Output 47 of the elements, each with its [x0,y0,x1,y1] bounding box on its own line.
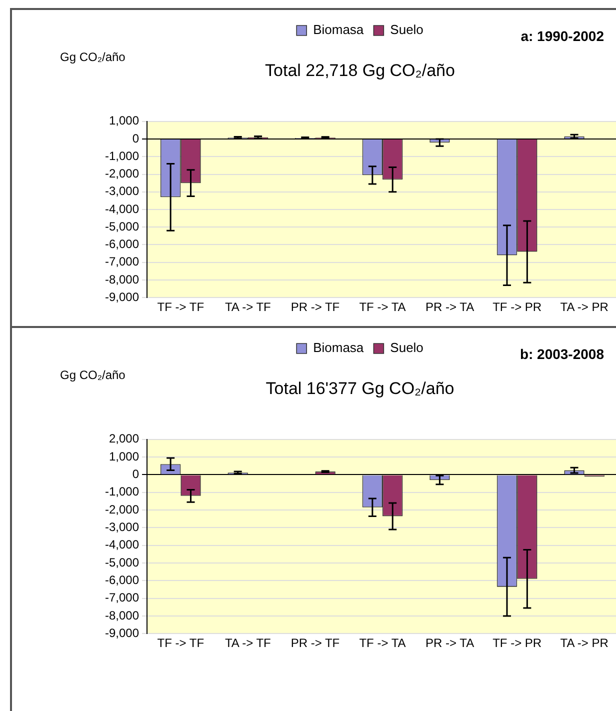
y-axis-title: Gg CO₂/año [60,368,126,382]
y-tick-label: -8,000 [104,608,140,622]
chart-title: Total 22,718 Gg CO₂/año [265,60,455,80]
y-tick-label: -9,000 [104,290,140,304]
y-tick-label: -5,000 [104,555,140,570]
x-tick-label: PR -> TA [426,300,474,314]
y-tick-label: 2,000 [108,432,140,446]
y-tick-label: 1,000 [108,449,140,464]
x-tick-label: TA -> TF [224,636,271,650]
legend-label: Biomasa [313,340,364,356]
x-tick-label: TA -> TF [224,300,271,314]
y-tick-label: -3,000 [104,184,140,198]
x-tick-label: TA -> PR [560,636,609,650]
y-tick-label: -1,000 [104,484,140,499]
y-tick-label: 0 [132,467,140,482]
y-tick-label: -6,000 [104,237,140,252]
x-tick-label: PR -> TA [426,636,474,650]
chart-title: Total 16'377 Gg CO₂/año [266,378,454,398]
x-tick-label: TF -> TA [359,636,406,650]
y-tick-label: -7,000 [104,590,140,605]
y-tick-label: -2,000 [104,502,140,516]
y-tick-label: 0 [132,131,140,146]
chart-subtitle: b: 2003-2008 [520,346,604,362]
x-tick-label: PR -> TF [290,300,340,314]
y-tick-label: -4,000 [104,202,140,216]
x-tick-label: TA -> PR [560,300,609,314]
legend-label: Biomasa [313,22,364,38]
y-tick-label: -6,000 [104,572,140,587]
y-tick-label: -4,000 [104,538,140,552]
x-tick-label: TF -> PR [492,636,542,650]
y-tick-label: -5,000 [104,219,140,234]
x-tick-label: TF -> TA [359,300,406,314]
y-tick-label: 1,000 [108,114,140,128]
x-tick-label: TF -> PR [492,300,542,314]
legend-label: Suelo [390,340,424,356]
y-tick-label: -8,000 [104,272,140,286]
x-tick-label: PR -> TF [290,636,340,650]
x-tick-label: TF -> TF [157,636,204,650]
y-tick-label: -3,000 [104,520,140,534]
y-axis-title: Gg CO₂/año [60,50,126,64]
y-tick-label: -1,000 [104,148,140,163]
legend-label: Suelo [390,22,424,38]
chart-subtitle: a: 1990-2002 [520,28,604,44]
y-tick-label: -7,000 [104,254,140,269]
y-tick-label: -9,000 [104,626,140,640]
y-tick-label: -2,000 [104,166,140,181]
x-tick-label: TF -> TF [157,300,204,314]
